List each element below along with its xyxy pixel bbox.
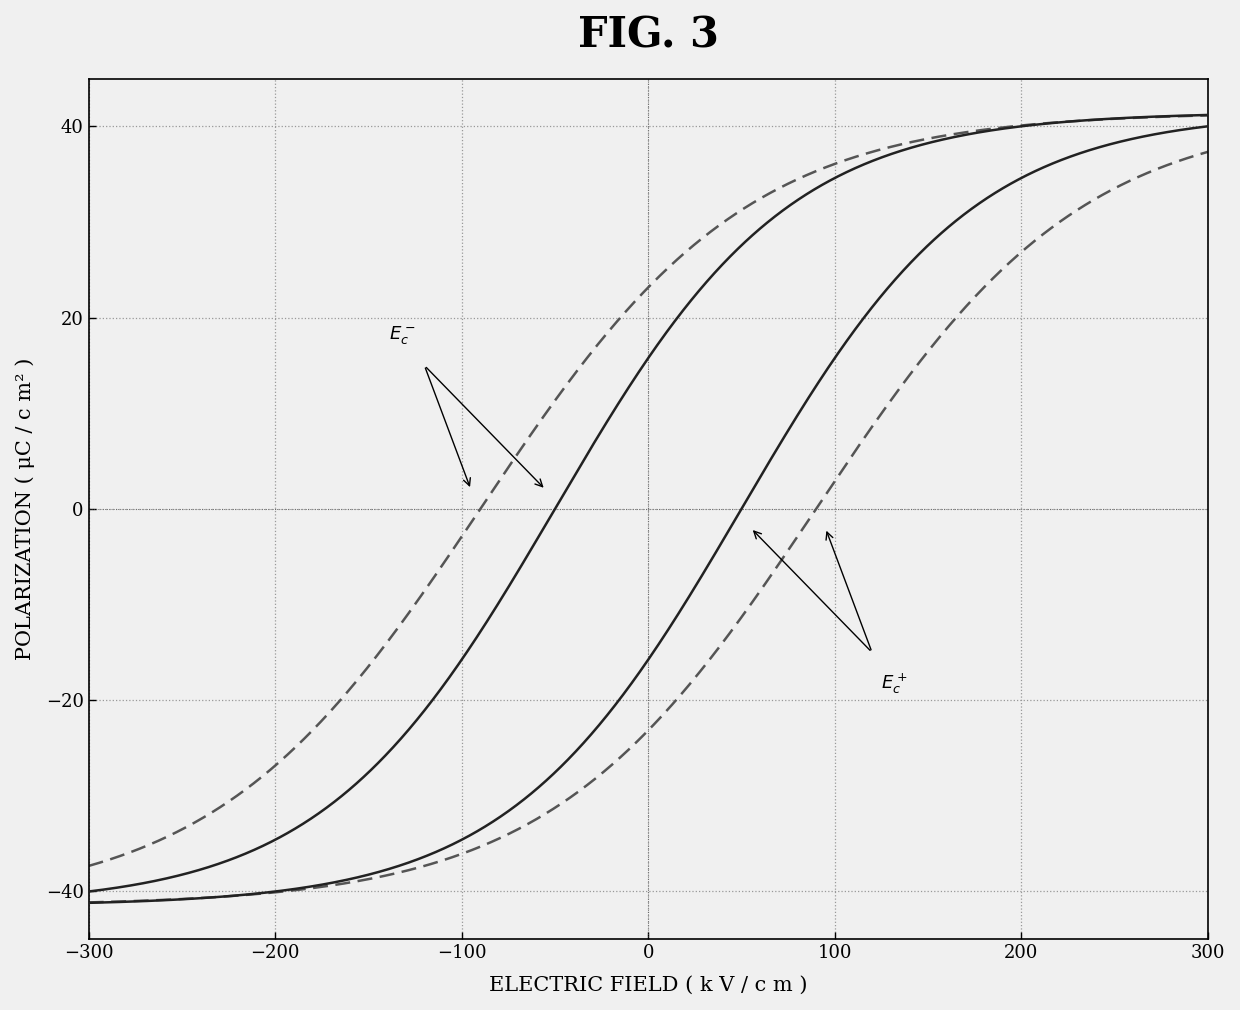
Text: $E_c^+$: $E_c^+$ xyxy=(882,672,908,696)
X-axis label: ELECTRIC FIELD ( k V / c m ): ELECTRIC FIELD ( k V / c m ) xyxy=(489,976,807,995)
Text: $E_c^-$: $E_c^-$ xyxy=(388,324,415,346)
Title: FIG. 3: FIG. 3 xyxy=(578,15,719,57)
Y-axis label: POLARIZATION ( μC / c m² ): POLARIZATION ( μC / c m² ) xyxy=(15,358,35,661)
